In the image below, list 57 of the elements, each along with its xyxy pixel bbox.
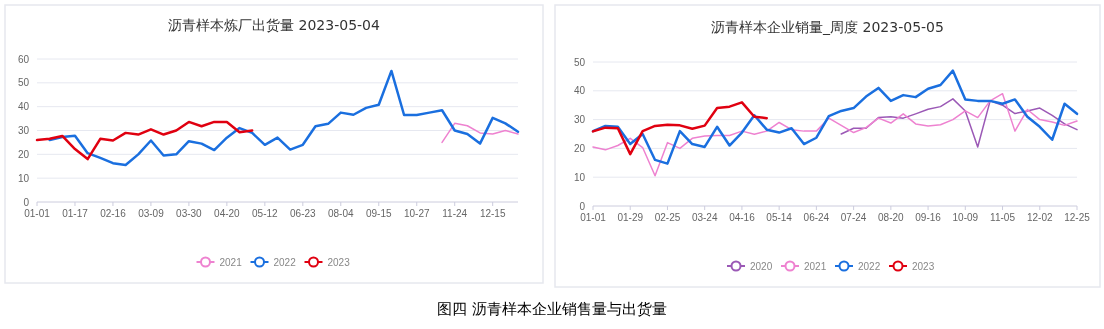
x-tick-label: 02-16 (100, 208, 127, 219)
line-series (441, 122, 519, 144)
line-series (840, 98, 1078, 148)
chart-title: 沥青样本炼厂出货量 2023-05-04 (168, 17, 380, 33)
y-tick-label: 10 (573, 171, 586, 183)
x-tick-label: 01-01 (24, 208, 51, 219)
y-tick-label: 50 (573, 56, 586, 68)
line-series (591, 69, 1079, 165)
x-tick-label: 06-23 (290, 208, 317, 219)
x-tick-label: 07-24 (840, 212, 867, 223)
x-tick-label: 04-16 (729, 212, 756, 223)
y-tick-label: 0 (579, 200, 586, 212)
x-tick-label: 12-25 (1064, 212, 1091, 223)
y-tick-label: 40 (17, 101, 30, 113)
legend-label: 2021 (219, 256, 243, 268)
y-tick-label: 0 (23, 196, 30, 208)
x-tick-label: 05-14 (766, 212, 793, 223)
x-tick-label: 08-20 (878, 212, 905, 223)
x-tick-label: 05-12 (252, 208, 279, 219)
x-tick-label: 12-02 (1026, 212, 1053, 223)
x-tick-label: 03-24 (691, 212, 718, 223)
line-series (591, 101, 768, 156)
x-tick-label: 01-01 (580, 212, 607, 223)
legend-label: 2023 (327, 256, 351, 268)
x-tick-label: 10-27 (403, 208, 430, 219)
line-series (35, 120, 254, 161)
x-tick-label: 09-15 (365, 208, 392, 219)
x-tick-label: 01-29 (617, 212, 644, 223)
y-tick-label: 50 (17, 77, 30, 89)
line-series (592, 92, 1078, 177)
x-tick-label: 11-05 (990, 212, 1016, 223)
legend-label: 2023 (912, 260, 935, 272)
legend-label: 2022 (273, 256, 297, 268)
x-tick-label: 01-17 (62, 208, 89, 219)
x-tick-label: 03-30 (176, 208, 203, 219)
x-tick-label: 04-20 (214, 208, 241, 219)
text: 图四 沥青样本企业销售量与出货量 (437, 300, 667, 318)
x-tick-label: 02-25 (654, 212, 681, 223)
y-tick-label: 20 (17, 148, 30, 160)
legend-label: 2021 (804, 260, 827, 272)
x-tick-label: 12-15 (479, 208, 506, 219)
x-tick-label: 10-09 (952, 212, 979, 223)
y-tick-label: 40 (573, 85, 586, 97)
y-tick-label: 20 (573, 142, 586, 154)
x-tick-label: 06-24 (803, 212, 830, 223)
y-tick-label: 30 (17, 125, 30, 136)
y-tick-label: 30 (573, 114, 586, 126)
y-tick-label: 10 (17, 172, 30, 184)
x-tick-label: 11-24 (442, 208, 468, 219)
x-tick-label: 08-04 (328, 208, 355, 219)
x-tick-label: 03-09 (138, 208, 165, 219)
chart-title: 沥青样本企业销量_周度 2023-05-05 (711, 19, 944, 35)
x-tick-label: 09-16 (915, 212, 942, 223)
line-series (48, 69, 520, 167)
legend-label: 2022 (858, 260, 881, 272)
y-tick-label: 60 (17, 53, 30, 65)
legend-label: 2020 (750, 260, 773, 272)
